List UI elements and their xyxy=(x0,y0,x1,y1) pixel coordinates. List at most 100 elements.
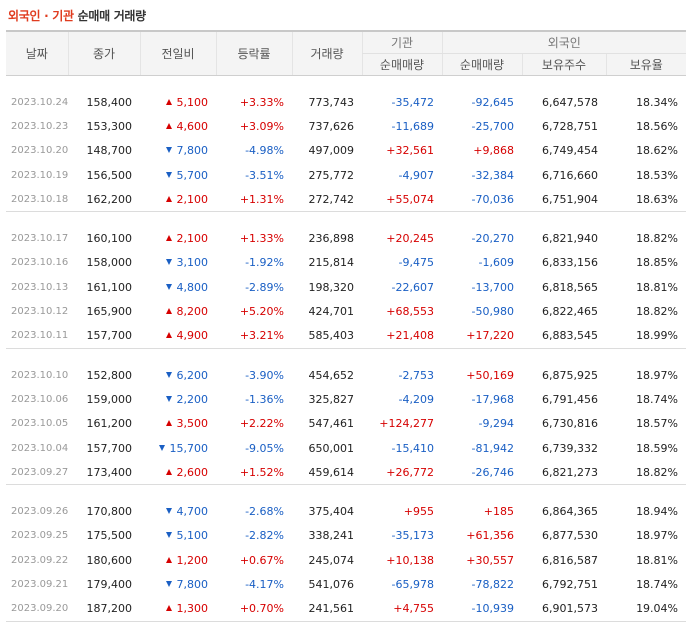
cell-rate: -1.36% xyxy=(245,392,284,406)
cell-volume: 650,001 xyxy=(308,441,355,455)
cell-volume: 541,076 xyxy=(308,577,355,591)
cell-volume: 338,241 xyxy=(308,529,355,543)
cell-change: 5,700 xyxy=(140,163,216,187)
cell-rate: -3.90% xyxy=(245,368,284,382)
triangle-down-icon xyxy=(165,395,172,402)
cell-foreign-ratio: 18.82% xyxy=(636,305,679,319)
cell-foreign-holdings: 6,816,587 xyxy=(542,553,598,567)
cell-foreign-net: +50,169 xyxy=(466,368,514,382)
cell-date: 2023.10.17 xyxy=(11,233,69,245)
cell-volume: 454,652 xyxy=(308,368,355,382)
cell-date: 2023.10.10 xyxy=(11,369,69,381)
cell-rate: -9.05% xyxy=(245,441,284,455)
cell-volume: 215,814 xyxy=(308,256,355,270)
cell-rate: +3.09% xyxy=(239,119,284,133)
cell-rate: -2.68% xyxy=(245,505,284,519)
cell-date: 2023.09.27 xyxy=(6,460,68,486)
cell-foreign-net: -81,942 xyxy=(471,441,514,455)
cell-date: 2023.10.12 xyxy=(11,306,69,318)
cell-date: 2023.10.16 xyxy=(11,257,69,269)
group-spacer xyxy=(6,212,686,227)
triangle-up-icon xyxy=(165,605,172,612)
cell-close: 156,500 xyxy=(86,168,133,182)
header-rate: 등락률 xyxy=(216,30,293,76)
cell-foreign-holdings: 6,792,751 xyxy=(542,577,598,591)
cell-rate: +0.70% xyxy=(216,596,292,622)
cell-foreign-ratio: 18.81% xyxy=(636,280,679,294)
cell-rate: +1.33% xyxy=(239,232,284,246)
cell-change: 1,300 xyxy=(140,596,216,622)
cell-change-value: 7,800 xyxy=(176,144,209,158)
cell-foreign-net: -26,746 xyxy=(442,460,522,486)
cell-foreign-holdings: 6,716,660 xyxy=(542,168,598,182)
cell-date: 2023.10.06 xyxy=(11,393,69,405)
cell-institution-net: -4,907 xyxy=(398,168,434,182)
cell-foreign-ratio: 18.74% xyxy=(636,577,679,591)
cell-change-value: 5,100 xyxy=(176,529,209,543)
cell-foreign-ratio: 18.82% xyxy=(606,460,687,486)
cell-institution-net: -11,689 xyxy=(391,119,434,133)
cell-change-value: 3,100 xyxy=(176,256,209,270)
cell-change: 2,100 xyxy=(140,226,216,250)
cell-change-value: 4,600 xyxy=(176,119,209,133)
cell-foreign-ratio: 18.53% xyxy=(636,168,679,182)
table-row: 2023.10.19 156,500 5,700 -3.51% 275,772 -4,90… xyxy=(6,163,686,187)
triangle-up-icon xyxy=(165,308,172,315)
cell-change: 2,200 xyxy=(140,387,216,411)
cell-change: 4,800 xyxy=(140,275,216,299)
cell-foreign-net: -32,384 xyxy=(471,168,514,182)
table-row: 2023.10.24 158,400 5,100 +3.33% 773,743 -35,4… xyxy=(6,90,686,114)
cell-volume: 375,404 xyxy=(308,505,355,519)
cell-change-value: 2,600 xyxy=(176,465,209,479)
cell-close: 162,200 xyxy=(68,187,140,213)
cell-close: 157,700 xyxy=(68,323,140,349)
cell-change-value: 4,700 xyxy=(176,505,209,519)
table-row: 2023.10.05 161,200 3,500 +2.22% 547,461 +124,… xyxy=(6,412,686,436)
cell-foreign-holdings: 6,749,454 xyxy=(542,144,598,158)
triangle-down-icon xyxy=(158,444,165,451)
cell-institution-net: +4,755 xyxy=(362,596,442,622)
cell-foreign-net: +9,868 xyxy=(473,144,514,158)
cell-change: 3,500 xyxy=(140,412,216,436)
cell-change-value: 2,100 xyxy=(176,232,209,246)
panel-title: 외국인 · 기관 순매매 거래량 xyxy=(8,7,146,24)
cell-institution-net: +10,138 xyxy=(386,553,434,567)
header-change: 전일비 xyxy=(140,30,217,76)
cell-change-value: 4,800 xyxy=(176,280,209,294)
triangle-down-icon xyxy=(165,259,172,266)
cell-rate: +2.22% xyxy=(239,417,284,431)
cell-close: 187,200 xyxy=(68,596,140,622)
cell-rate: +1.52% xyxy=(216,460,292,486)
cell-foreign-net: -78,822 xyxy=(471,577,514,591)
triangle-down-icon xyxy=(165,580,172,587)
cell-change: 4,700 xyxy=(140,499,216,523)
cell-foreign-holdings: 6,901,573 xyxy=(522,596,606,622)
cell-volume: 459,614 xyxy=(292,460,362,486)
cell-foreign-ratio: 18.62% xyxy=(636,144,679,158)
cell-change: 3,100 xyxy=(140,251,216,275)
cell-close: 175,500 xyxy=(86,529,133,543)
cell-rate: -1.92% xyxy=(245,256,284,270)
cell-change-value: 2,200 xyxy=(176,392,209,406)
cell-close: 152,800 xyxy=(86,368,133,382)
cell-institution-net: +124,277 xyxy=(379,417,434,431)
cell-change: 4,900 xyxy=(140,323,216,349)
cell-close: 161,100 xyxy=(86,280,133,294)
cell-change-value: 5,100 xyxy=(176,95,209,109)
cell-change-value: 4,900 xyxy=(176,329,209,343)
cell-change-value: 5,700 xyxy=(176,168,209,182)
cell-volume: 773,743 xyxy=(308,95,355,109)
cell-rate: +3.21% xyxy=(216,323,292,349)
cell-rate: +5.20% xyxy=(239,305,284,319)
group-spacer xyxy=(6,485,686,500)
cell-institution-net: +20,245 xyxy=(386,232,434,246)
cell-volume: 245,074 xyxy=(308,553,355,567)
cell-foreign-net: -20,270 xyxy=(471,232,514,246)
triangle-down-icon xyxy=(165,532,172,539)
cell-institution-net: -4,209 xyxy=(398,392,434,406)
cell-volume: 547,461 xyxy=(308,417,355,431)
table-row: 2023.09.26 170,800 4,700 -2.68% 375,404 +955 +… xyxy=(6,499,686,523)
table-row: 2023.09.21 179,400 7,800 -4.17% 541,076 -65,9… xyxy=(6,572,686,596)
cell-date: 2023.10.13 xyxy=(11,281,69,293)
cell-date: 2023.09.22 xyxy=(11,554,69,566)
